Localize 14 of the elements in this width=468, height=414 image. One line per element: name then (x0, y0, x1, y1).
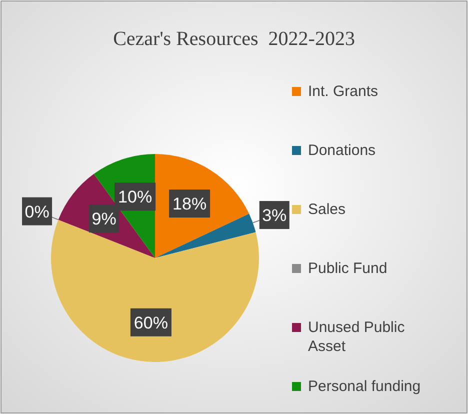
text: 0% (24, 202, 50, 222)
data-label: 3% (262, 206, 287, 226)
legend-label: Unused Public Asset (308, 319, 406, 355)
data-label: 60% (134, 313, 168, 332)
legend-label: Int. Grants (308, 83, 378, 100)
data-label: 18% (172, 194, 207, 214)
data-label: 9% (92, 209, 116, 228)
pie-slice (155, 214, 256, 258)
legend-label: Sales (308, 201, 346, 218)
legend-label: Donations (308, 142, 376, 159)
data-label: 10% (118, 188, 152, 207)
legend-label: Public Fund (308, 260, 388, 277)
chart-title: Cezar's Resources 2022-2023 (113, 28, 355, 50)
legend-label: Personal funding (308, 378, 421, 395)
